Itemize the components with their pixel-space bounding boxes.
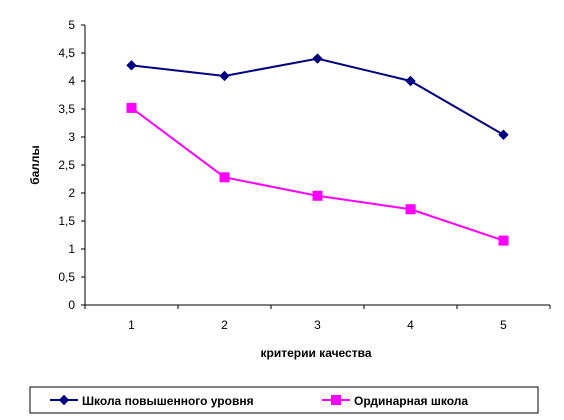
y-tick-label: 0,5 — [58, 270, 75, 284]
data-point — [498, 235, 509, 246]
x-tick-label: 5 — [500, 318, 507, 332]
y-tick-label: 4 — [68, 74, 75, 88]
y-tick-label: 2 — [68, 186, 75, 200]
legend-entry: Ординарная школа — [322, 394, 468, 408]
y-tick-label: 0 — [68, 298, 75, 312]
y-axis-ticks: 0 0,5 1 1,5 2 2,5 3 3,5 4 4,5 5 — [58, 18, 85, 312]
legend-frame — [29, 386, 539, 414]
series-line — [130, 107, 504, 242]
x-tick-label: 1 — [128, 318, 135, 332]
x-tick-label: 3 — [314, 318, 321, 332]
legend: Школа повышенного уровня Ординарная школа — [29, 386, 539, 414]
x-axis-title: критерии качества — [261, 346, 372, 360]
legend-entry: Школа повышенного уровня — [50, 394, 254, 408]
data-point — [126, 60, 137, 71]
series-2 — [126, 102, 509, 246]
series-1 — [126, 53, 509, 140]
data-point — [405, 75, 416, 87]
data-point — [219, 172, 230, 183]
legend-marker — [331, 395, 341, 405]
x-tick-label: 4 — [407, 318, 414, 332]
y-tick-label: 1,5 — [58, 214, 75, 228]
x-axis-ticks: 1 2 3 4 5 — [84, 305, 551, 332]
y-tick-label: 4,5 — [58, 46, 75, 60]
data-point — [219, 70, 230, 82]
x-tick-label: 2 — [221, 318, 228, 332]
legend-marker — [58, 394, 70, 406]
legend-label: Ординарная школа — [354, 394, 468, 408]
data-point — [312, 190, 323, 201]
legend-label: Школа повышенного уровня — [82, 394, 254, 408]
y-tick-label: 3 — [68, 130, 75, 144]
series-layer — [126, 53, 509, 246]
data-point — [312, 53, 323, 64]
y-tick-label: 5 — [68, 18, 75, 32]
y-tick-label: 1 — [68, 242, 75, 256]
data-point — [405, 204, 416, 215]
data-point — [498, 129, 509, 140]
data-point — [126, 102, 137, 113]
y-axis-title: баллы — [28, 145, 42, 185]
series-line — [131, 57, 505, 136]
y-tick-label: 2,5 — [58, 158, 75, 172]
y-tick-label: 3,5 — [58, 102, 75, 116]
